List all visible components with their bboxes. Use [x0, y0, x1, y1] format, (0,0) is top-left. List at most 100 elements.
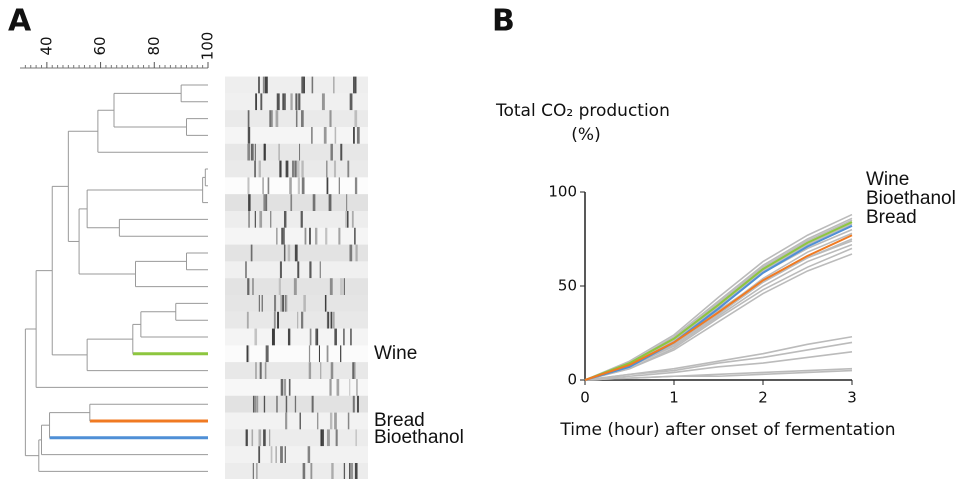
legend-label: Bioethanol — [866, 188, 956, 209]
gel-band — [322, 93, 325, 110]
strain-label: Bioethanol — [374, 427, 464, 448]
gel-band — [284, 245, 285, 262]
gel-band — [327, 312, 328, 329]
gel-band — [270, 211, 271, 228]
gel-band — [254, 329, 257, 346]
gel-band — [331, 463, 333, 479]
gel-band — [349, 379, 350, 396]
gel-band — [339, 177, 340, 194]
y-tick-label: 100 — [548, 183, 577, 201]
gel-band — [345, 211, 347, 228]
gel-band — [260, 93, 262, 110]
gel-band — [279, 161, 281, 178]
gel-band — [334, 161, 336, 178]
gel-lane — [225, 77, 368, 94]
gel-band — [276, 110, 279, 127]
gel-band — [357, 127, 360, 144]
gel-band — [246, 429, 248, 446]
gel-band — [285, 446, 286, 463]
gel-band — [340, 345, 341, 362]
gel-band — [296, 110, 298, 127]
gel-band — [254, 396, 257, 413]
gel-lane — [225, 177, 368, 194]
figure: A B Total CO₂ production (%) Time (hour)… — [0, 0, 974, 479]
gel-band — [325, 228, 327, 245]
gel-band — [278, 144, 279, 161]
gel-band — [247, 144, 250, 161]
gel-band — [295, 396, 296, 413]
gel-band — [301, 77, 303, 94]
x-tick-label: 60 — [91, 36, 109, 55]
gel-band — [263, 194, 265, 211]
gel-band — [280, 446, 283, 463]
gel-band — [348, 413, 349, 430]
gel-band — [353, 77, 355, 94]
gel-band — [311, 127, 312, 144]
gel-band — [315, 329, 316, 346]
gel-band — [305, 228, 307, 245]
gel-band — [269, 429, 270, 446]
gel-band — [319, 345, 320, 362]
gel-band — [301, 211, 303, 228]
gel-band — [255, 362, 256, 379]
gel-band — [347, 161, 349, 178]
gel-band — [309, 261, 311, 278]
gel-band — [344, 278, 345, 295]
gel-band — [252, 429, 254, 446]
gel-lane — [225, 228, 368, 245]
gel-band — [356, 379, 357, 396]
gel-band — [303, 463, 306, 479]
gel-band — [284, 211, 286, 228]
gel-band — [255, 211, 256, 228]
gel-band — [266, 345, 269, 362]
gel-band — [312, 77, 314, 94]
gel-band — [297, 261, 299, 278]
gel-band — [258, 77, 260, 94]
gel-band — [350, 329, 352, 346]
gel-band — [255, 93, 257, 110]
gel-band — [354, 362, 355, 379]
gel-band — [355, 463, 358, 479]
gel-band — [258, 429, 261, 446]
gel-band — [255, 144, 256, 161]
gel-band — [274, 295, 276, 312]
gel-band — [271, 446, 273, 463]
gel-band — [294, 278, 297, 295]
gel-band — [247, 312, 249, 329]
gel-band — [352, 211, 354, 228]
gel-band — [286, 161, 289, 178]
gel-band — [337, 379, 340, 396]
gel-band — [247, 345, 248, 362]
x-tick-label: 40 — [37, 36, 55, 55]
gel-band — [297, 312, 298, 329]
y-axis-unit: (%) — [571, 125, 600, 145]
y-tick-label: 0 — [567, 371, 577, 389]
gel-band — [297, 161, 300, 178]
gel-band — [329, 194, 332, 211]
gel-band — [295, 245, 298, 262]
strain-label: Wine — [374, 343, 417, 364]
gel-band — [283, 228, 285, 245]
gel-band — [350, 93, 353, 110]
gel-band — [258, 446, 260, 463]
gel-band — [331, 362, 334, 379]
gel-band — [247, 278, 249, 295]
gel-band — [268, 177, 270, 194]
gel-band — [355, 245, 357, 262]
gel-band — [340, 144, 342, 161]
gel-band — [355, 177, 357, 194]
gel-band — [272, 329, 275, 346]
gel-band — [282, 295, 284, 312]
gel-lane — [225, 329, 368, 346]
gel-band — [357, 396, 359, 413]
gel-band — [301, 110, 304, 127]
gel-lane — [225, 144, 368, 161]
gel-band — [350, 463, 353, 479]
gel-band — [262, 177, 263, 194]
gel-band — [300, 413, 301, 430]
gel-lane — [225, 295, 368, 312]
gel-band — [338, 228, 340, 245]
gel-band — [317, 413, 318, 430]
gel-band — [301, 312, 303, 329]
gel-band — [320, 362, 321, 379]
